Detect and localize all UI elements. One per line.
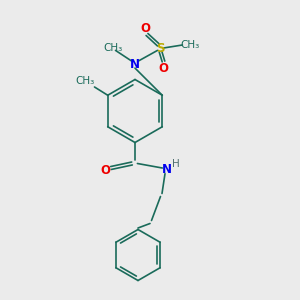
- Text: CH₃: CH₃: [103, 43, 122, 53]
- Text: H: H: [172, 159, 179, 169]
- Text: S: S: [156, 41, 165, 55]
- Text: CH₃: CH₃: [180, 40, 199, 50]
- Text: N: N: [161, 163, 172, 176]
- Text: CH₃: CH₃: [76, 76, 95, 86]
- Text: N: N: [130, 58, 140, 71]
- Text: O: O: [140, 22, 151, 35]
- Text: O: O: [100, 164, 110, 178]
- Text: O: O: [158, 61, 169, 75]
